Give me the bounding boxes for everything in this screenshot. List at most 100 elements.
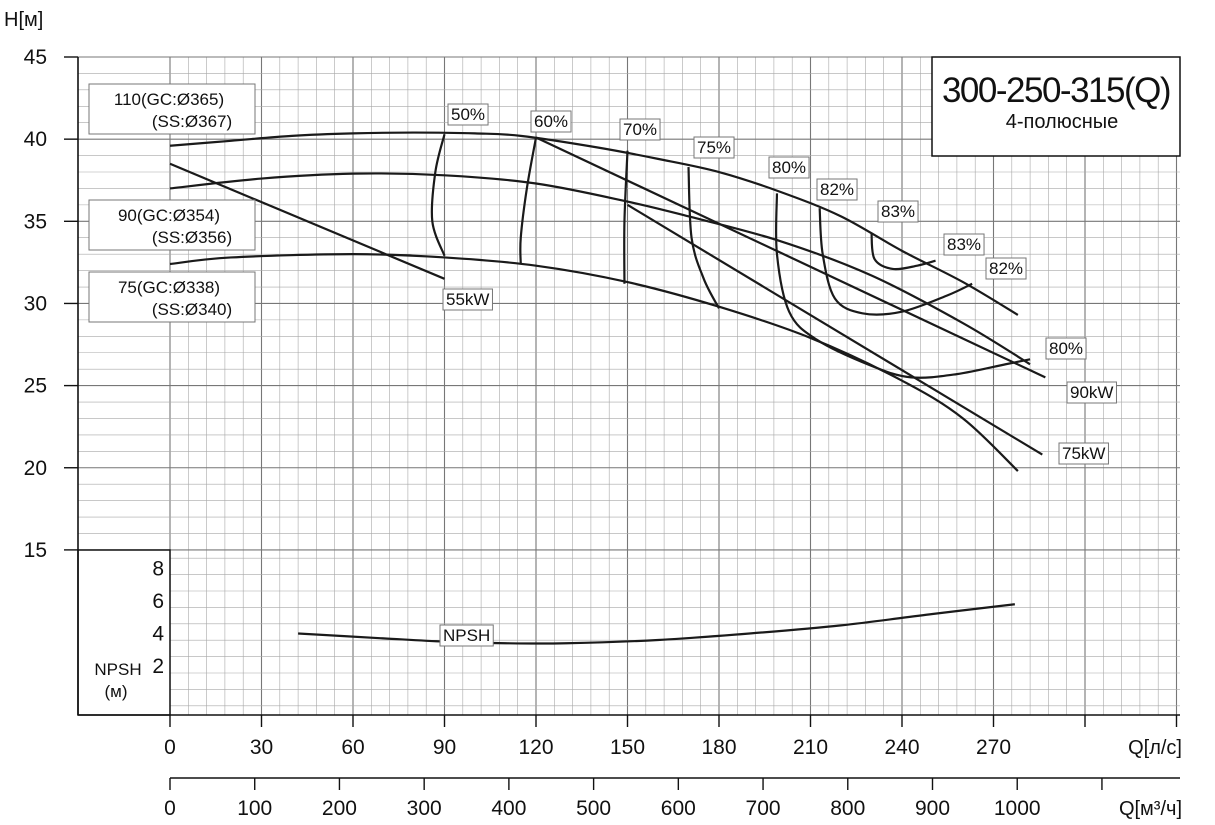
x2-tick-label: 900 xyxy=(915,797,950,820)
npsh-curve xyxy=(298,603,1015,645)
efficiency-curve-3 xyxy=(687,167,720,309)
curves xyxy=(169,131,1046,645)
efficiency-label: 80% xyxy=(1049,339,1083,358)
efficiency-label: 50% xyxy=(451,105,485,124)
efficiency-curve-5 xyxy=(818,208,973,316)
x-tick-label: 270 xyxy=(976,736,1011,759)
efficiency-curve-0 xyxy=(430,133,446,257)
y-tick-label: 30 xyxy=(24,292,47,315)
x2-tick-label: 400 xyxy=(491,797,526,820)
efficiency-label-box xyxy=(1045,337,1087,360)
efficiency-label: 75% xyxy=(697,138,731,157)
efficiency-label-box xyxy=(877,200,919,223)
x-tick-label: 60 xyxy=(341,736,364,759)
power-line-55kW xyxy=(169,162,445,280)
power-label-75kw: 75kW xyxy=(1062,444,1105,463)
impeller-label-line1: 110(GC:Ø365) xyxy=(114,90,224,109)
efficiency-label: 80% xyxy=(772,158,806,177)
impeller-label-line1: 90(GC:Ø354) xyxy=(118,206,220,225)
efficiency-label-box xyxy=(619,118,661,141)
npsh-curve-label-box xyxy=(439,624,494,647)
npsh-tick-label: 4 xyxy=(152,623,164,646)
hq-curve-2 xyxy=(169,253,1019,472)
impeller-label-line2: (SS:Ø340) xyxy=(152,300,232,319)
x2-tick-label: 100 xyxy=(237,797,272,820)
x-tick-label: 210 xyxy=(793,736,828,759)
y-tick-label: 20 xyxy=(24,457,47,480)
power-line-75kW xyxy=(626,203,1043,456)
npsh-axis-unit: (м) xyxy=(104,682,127,701)
x2-tick-label: 700 xyxy=(746,797,781,820)
efficiency-curve-1 xyxy=(519,137,538,265)
efficiency-curve-4 xyxy=(774,193,1031,379)
x-tick-label: 150 xyxy=(610,736,645,759)
power-label-90kw-box xyxy=(1066,381,1117,404)
efficiency-label-box xyxy=(816,178,858,201)
chart-subtitle: 4-полюсные xyxy=(1006,111,1119,133)
impeller-label-1: 90(GC:Ø354) (SS:Ø356) xyxy=(88,199,256,251)
x2-tick-label: 200 xyxy=(322,797,357,820)
npsh-curve-label: NPSH xyxy=(443,626,490,645)
grid xyxy=(78,56,1180,715)
y-tick-label: 15 xyxy=(24,539,47,562)
x2-tick-label: 500 xyxy=(576,797,611,820)
efficiency-label-box xyxy=(447,103,489,126)
labels: 50% 60% 70% 75% 80% 82% 83% 83% 82% 80% 55kW 90kW 75… xyxy=(88,56,1181,647)
x2-tick-label: 0 xyxy=(164,797,176,820)
y-axis-label: H[м] xyxy=(4,9,43,31)
power-label-75kw-box xyxy=(1058,442,1109,465)
impeller-label-line2: (SS:Ø367) xyxy=(152,112,232,131)
title-box-frame xyxy=(931,56,1181,157)
x-axis-label: Q[л/с] xyxy=(1128,737,1182,759)
x2-tick-label: 300 xyxy=(407,797,442,820)
power-line-90kW xyxy=(535,136,1046,379)
x-tick-label: 120 xyxy=(518,736,553,759)
efficiency-label: 83% xyxy=(947,235,981,254)
x2-tick-label: 600 xyxy=(661,797,696,820)
efficiency-label: 60% xyxy=(534,112,568,131)
x-tick-label: 30 xyxy=(250,736,273,759)
efficiency-label: 82% xyxy=(820,180,854,199)
impeller-label-0: 110(GC:Ø365) (SS:Ø367) xyxy=(88,83,256,135)
efficiency-label: 70% xyxy=(623,120,657,139)
x2-axis-label: Q[м³/ч] xyxy=(1119,798,1182,820)
chart-title: 300-250-315(Q) xyxy=(942,71,1170,110)
y-tick-label: 25 xyxy=(24,375,47,398)
npsh-axis-panel xyxy=(77,549,171,716)
y-tick-label: 35 xyxy=(24,210,47,233)
power-label-90kw: 90kW xyxy=(1070,383,1113,402)
impeller-label-box xyxy=(88,83,256,135)
impeller-label-2: 75(GC:Ø338) (SS:Ø340) xyxy=(88,271,256,323)
title-box: 300-250-315(Q)4-полюсные xyxy=(931,56,1181,157)
impeller-label-line1: 75(GC:Ø338) xyxy=(118,278,220,297)
power-label-55kw: 55kW xyxy=(446,290,489,309)
npsh-tick-label: 6 xyxy=(152,590,164,613)
x-tick-label: 0 xyxy=(164,736,176,759)
x2-tick-label: 1000 xyxy=(994,797,1041,820)
y-tick-label: 45 xyxy=(24,46,47,69)
efficiency-curve-2 xyxy=(623,150,629,284)
impeller-label-line2: (SS:Ø356) xyxy=(152,228,232,247)
power-label-55kw-box xyxy=(442,288,493,311)
hq-curve-1 xyxy=(169,172,1031,366)
efficiency-label-box xyxy=(943,233,985,256)
x2-tick-label: 800 xyxy=(830,797,865,820)
efficiency-label: 82% xyxy=(989,259,1023,278)
efficiency-label-box xyxy=(530,110,572,133)
npsh-axis-label: NPSH xyxy=(94,660,141,679)
x-tick-label: 180 xyxy=(701,736,736,759)
x-tick-label: 240 xyxy=(884,736,919,759)
hq-curve-0 xyxy=(169,131,1019,316)
efficiency-label-box xyxy=(985,257,1027,280)
efficiency-label-box xyxy=(693,136,735,159)
impeller-label-box xyxy=(88,271,256,323)
efficiency-label-box xyxy=(768,156,810,179)
efficiency-curve-6 xyxy=(870,232,936,271)
npsh-tick-label: 8 xyxy=(152,558,164,581)
npsh-tick-label: 2 xyxy=(152,655,164,678)
y-tick-label: 40 xyxy=(24,128,47,151)
impeller-label-box xyxy=(88,199,256,251)
x-tick-label: 90 xyxy=(433,736,456,759)
